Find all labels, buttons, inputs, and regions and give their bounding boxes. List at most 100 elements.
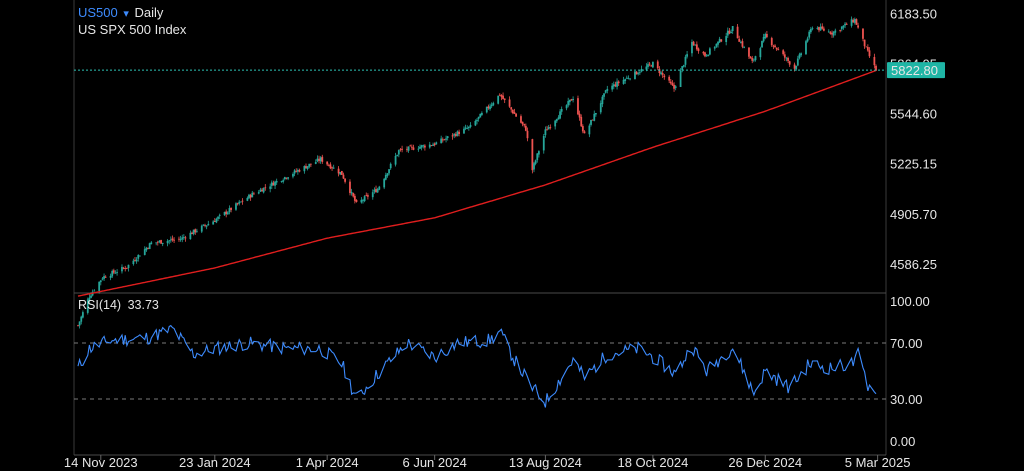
time-tick-label: 23 Jan 2024 (179, 455, 251, 470)
candle (866, 44, 869, 52)
candle (681, 66, 684, 73)
candle (580, 114, 583, 127)
chevron-down-icon[interactable]: ▾ (123, 8, 129, 20)
interval-label[interactable]: Daily (134, 5, 164, 20)
candle (407, 146, 410, 153)
candle (717, 41, 719, 48)
candle (353, 193, 356, 204)
candle (88, 294, 91, 304)
candle (191, 231, 193, 235)
candle (873, 53, 876, 69)
candle (821, 23, 824, 30)
candle (862, 28, 864, 42)
candle (715, 43, 718, 48)
candle (327, 163, 330, 167)
candle (764, 32, 767, 40)
candle (863, 39, 866, 49)
candle (352, 192, 355, 198)
candle (806, 36, 809, 43)
candle (225, 209, 228, 218)
candle (215, 217, 218, 224)
candle (326, 161, 329, 166)
time-axis: 14 Nov 2023 23 Jan 2024 1 Apr 2024 6 Jun 20… (64, 455, 911, 470)
candle (640, 65, 643, 73)
candle (189, 230, 192, 240)
candle (432, 142, 434, 146)
candle (783, 51, 786, 61)
candle (868, 47, 871, 58)
candle (469, 122, 472, 129)
candle (145, 246, 148, 252)
candle (454, 132, 457, 138)
candle (650, 64, 653, 67)
candle (134, 256, 136, 262)
candle (453, 133, 456, 139)
candle (788, 60, 791, 67)
candle (770, 36, 773, 47)
candle (428, 141, 431, 149)
candle (704, 51, 706, 58)
candle (121, 264, 123, 274)
candle (366, 193, 369, 200)
candle (116, 269, 118, 276)
candle (122, 266, 125, 270)
candle (736, 24, 739, 39)
candle (857, 22, 859, 29)
candle (668, 75, 671, 84)
candle (205, 225, 208, 230)
candle (78, 321, 81, 329)
moving-average-line (77, 69, 877, 297)
symbol-label[interactable]: US500 (78, 5, 118, 20)
candle (417, 145, 420, 152)
candle (749, 55, 752, 59)
candle (560, 106, 563, 115)
candle (451, 133, 454, 140)
candle (463, 126, 465, 134)
candle (207, 220, 210, 226)
candle (555, 118, 558, 123)
candle (365, 192, 368, 197)
candle (852, 18, 855, 23)
candle (718, 36, 721, 44)
candle (651, 61, 654, 69)
candle (544, 126, 547, 138)
candle (554, 119, 557, 130)
candle (259, 187, 262, 193)
candle (430, 144, 433, 147)
candle (466, 125, 469, 130)
candle (822, 26, 825, 32)
candle (135, 257, 138, 264)
candle (479, 113, 482, 118)
candle (202, 224, 205, 227)
candlestick-series (77, 16, 877, 329)
candle (295, 168, 298, 173)
candle (842, 25, 845, 30)
candle (785, 57, 788, 62)
candle (389, 162, 392, 170)
candle (625, 75, 628, 79)
candle (274, 180, 276, 189)
candle (337, 166, 340, 177)
candle (684, 54, 687, 68)
candle (410, 144, 413, 151)
candle (782, 49, 785, 56)
candle (329, 162, 332, 170)
candle (422, 144, 425, 149)
candle (257, 190, 260, 195)
candle (673, 82, 675, 92)
candle (697, 47, 700, 54)
candle (158, 239, 161, 244)
candle (111, 269, 114, 279)
candle (588, 123, 591, 138)
candle (726, 27, 729, 38)
candle (818, 26, 820, 33)
candle (741, 38, 744, 49)
candle (156, 240, 159, 246)
candle (658, 66, 661, 77)
candle (568, 99, 571, 106)
candle (287, 176, 289, 181)
candle (446, 135, 449, 141)
candle (305, 163, 307, 169)
symbol-header[interactable]: US500 ▾ Daily (78, 5, 163, 20)
